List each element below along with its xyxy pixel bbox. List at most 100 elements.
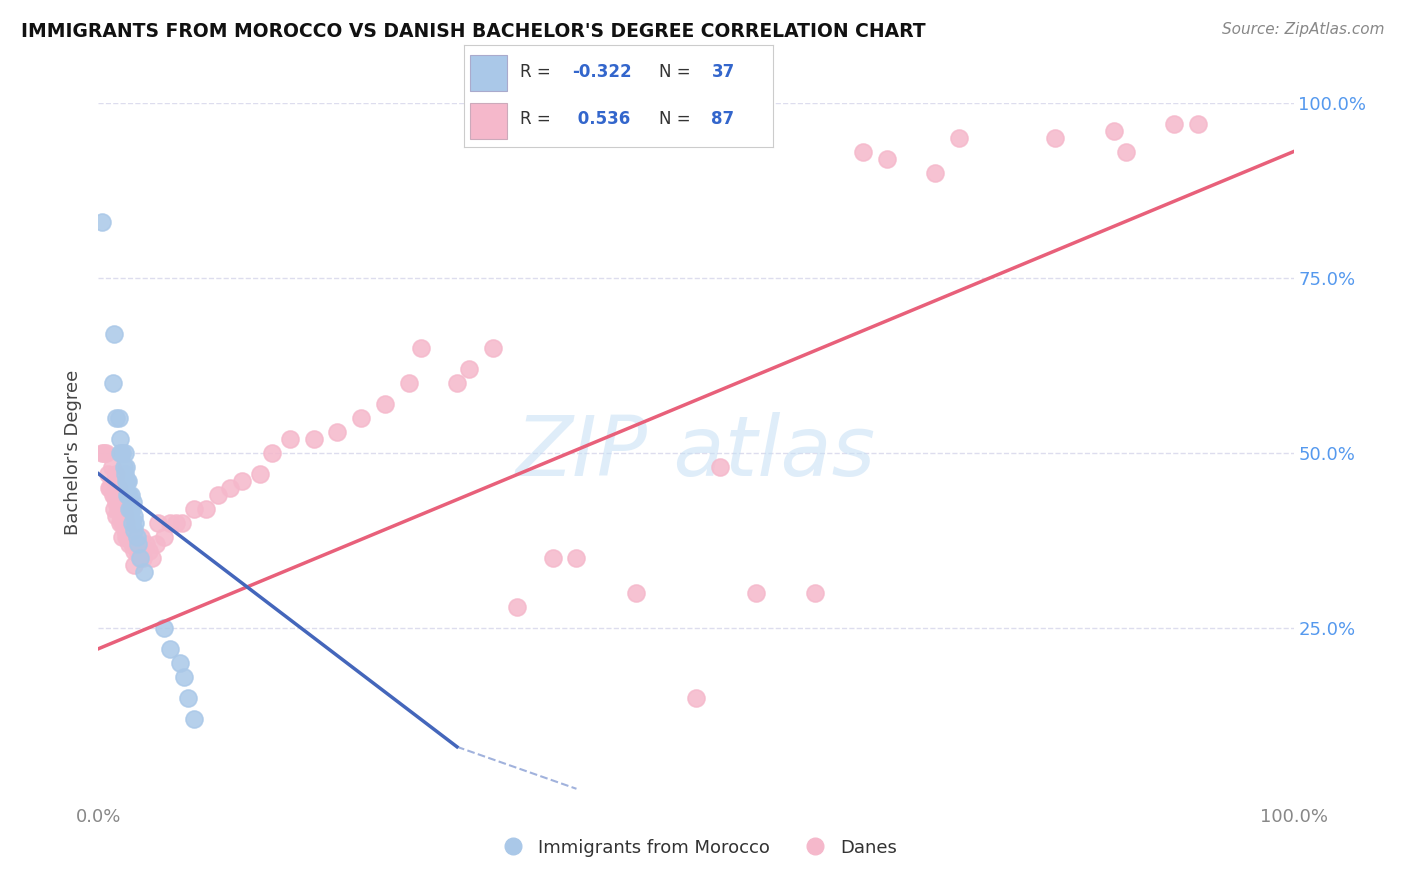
Point	[108, 501, 131, 516]
Point	[924, 166, 946, 180]
Point	[91, 214, 114, 228]
Point	[153, 530, 176, 544]
Point	[173, 670, 195, 684]
Point	[98, 481, 122, 495]
Point	[219, 481, 242, 495]
Point	[118, 537, 141, 551]
Point	[111, 516, 134, 530]
Y-axis label: Bachelor's Degree: Bachelor's Degree	[65, 370, 83, 535]
Point	[145, 537, 167, 551]
Point	[114, 523, 136, 537]
Point	[169, 656, 191, 670]
Point	[446, 376, 468, 390]
Point	[125, 530, 148, 544]
Text: ZIP atlas: ZIP atlas	[516, 412, 876, 493]
Point	[260, 446, 283, 460]
Point	[101, 488, 124, 502]
Point	[131, 550, 153, 565]
Point	[183, 712, 205, 726]
Text: IMMIGRANTS FROM MOROCCO VS DANISH BACHELOR'S DEGREE CORRELATION CHART: IMMIGRANTS FROM MOROCCO VS DANISH BACHEL…	[21, 22, 925, 41]
Point	[108, 432, 131, 446]
Point	[115, 488, 138, 502]
Point	[685, 690, 707, 705]
Point	[852, 145, 875, 159]
Point	[159, 516, 181, 530]
Point	[121, 516, 143, 530]
Point	[207, 488, 229, 502]
Point	[398, 376, 420, 390]
Point	[112, 459, 135, 474]
Point	[97, 467, 120, 481]
Point	[249, 467, 271, 481]
Text: 87: 87	[711, 111, 734, 128]
Point	[98, 481, 121, 495]
Point	[121, 501, 143, 516]
Point	[121, 537, 143, 551]
Point	[115, 474, 138, 488]
Point	[120, 530, 142, 544]
Point	[141, 550, 163, 565]
Point	[103, 501, 125, 516]
Point	[177, 690, 200, 705]
Point	[104, 474, 127, 488]
Point	[804, 586, 827, 600]
Point	[111, 446, 134, 460]
Point	[124, 508, 146, 523]
Point	[117, 474, 139, 488]
Point	[112, 501, 135, 516]
Point	[231, 474, 253, 488]
Point	[94, 446, 117, 460]
Point	[172, 516, 194, 530]
Point	[124, 516, 146, 530]
Point	[411, 341, 433, 355]
Point	[115, 459, 138, 474]
Point	[159, 641, 181, 656]
Point	[124, 523, 146, 537]
Text: N =: N =	[659, 63, 696, 81]
Point	[93, 446, 115, 460]
Point	[1187, 117, 1209, 131]
Point	[114, 467, 136, 481]
Point	[374, 397, 396, 411]
Point	[129, 550, 152, 565]
Point	[117, 488, 139, 502]
Point	[105, 410, 128, 425]
Point	[745, 586, 768, 600]
Point	[125, 543, 148, 558]
Point	[541, 550, 564, 565]
Point	[105, 508, 128, 523]
Point	[107, 494, 129, 508]
Point	[107, 501, 129, 516]
Point	[111, 530, 134, 544]
Point	[101, 376, 124, 390]
Bar	[470, 55, 508, 91]
Point	[626, 586, 648, 600]
Point	[565, 550, 588, 565]
Point	[115, 523, 138, 537]
Point	[105, 494, 128, 508]
Point	[118, 488, 141, 502]
Point	[458, 361, 481, 376]
Point	[127, 537, 149, 551]
Point	[506, 599, 529, 614]
Point	[132, 565, 155, 579]
Point	[481, 341, 505, 355]
Point	[105, 467, 128, 481]
Point	[103, 488, 125, 502]
Text: R =: R =	[520, 111, 555, 128]
Point	[124, 558, 146, 572]
Point	[709, 459, 731, 474]
Point	[302, 432, 325, 446]
Point	[1043, 130, 1066, 145]
Point	[148, 516, 170, 530]
Text: -0.322: -0.322	[572, 63, 631, 81]
Point	[122, 494, 145, 508]
Point	[114, 446, 136, 460]
Point	[115, 530, 138, 544]
Point	[165, 516, 187, 530]
Point	[120, 501, 142, 516]
Point	[948, 130, 970, 145]
Point	[111, 494, 134, 508]
Point	[114, 508, 136, 523]
Point	[118, 501, 141, 516]
